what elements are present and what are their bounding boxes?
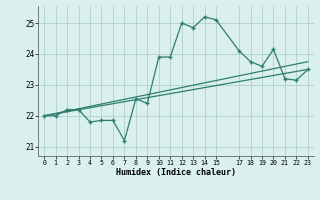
X-axis label: Humidex (Indice chaleur): Humidex (Indice chaleur) [116, 168, 236, 177]
